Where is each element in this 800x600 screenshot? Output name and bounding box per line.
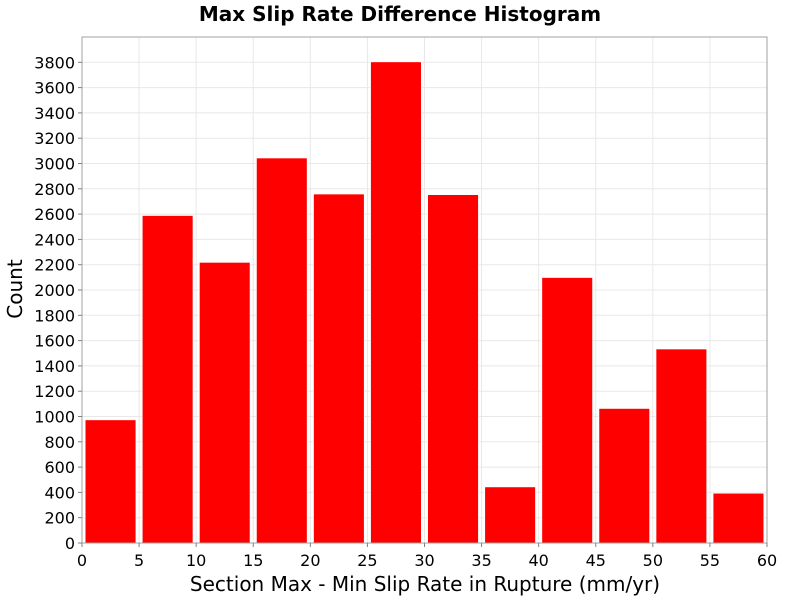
y-tick-label: 800 [44, 433, 75, 452]
histogram-bar [484, 486, 537, 544]
y-tick-label: 1600 [34, 332, 75, 351]
y-tick-label: 200 [44, 509, 75, 528]
histogram-bar [255, 157, 308, 544]
y-tick-label: 3800 [34, 53, 75, 72]
x-tick-label: 45 [586, 551, 606, 570]
x-tick-label: 60 [757, 551, 777, 570]
x-axis-label: Section Max - Min Slip Rate in Rupture (… [190, 572, 660, 596]
y-tick-label: 2000 [34, 281, 75, 300]
y-tick-label: 2400 [34, 230, 75, 249]
x-tick-label: 20 [300, 551, 320, 570]
histogram-bar [84, 419, 137, 544]
chart-title: Max Slip Rate Difference Histogram [199, 2, 601, 26]
x-tick-label: 50 [643, 551, 663, 570]
histogram-bar [655, 348, 708, 544]
histogram-bar [541, 276, 594, 544]
x-tick-label: 30 [414, 551, 434, 570]
y-tick-label: 1200 [34, 382, 75, 401]
bars [84, 61, 765, 544]
y-tick-label: 3200 [34, 129, 75, 148]
y-tick-label: 2800 [34, 180, 75, 199]
y-tick-label: 1000 [34, 408, 75, 427]
x-tick-label: 40 [528, 551, 548, 570]
x-tick-label: 15 [243, 551, 263, 570]
histogram-bar [712, 492, 765, 544]
y-tick-label: 2200 [34, 256, 75, 275]
histogram-bar [427, 193, 480, 544]
y-tick-label: 2600 [34, 205, 75, 224]
y-axis-label: Count [3, 259, 27, 319]
histogram-bar [369, 61, 422, 544]
y-tick-label: 3000 [34, 155, 75, 174]
y-tick-label: 0 [65, 534, 75, 553]
x-tick-label: 35 [471, 551, 491, 570]
grid-lines [81, 37, 768, 544]
histogram-bar [598, 407, 651, 544]
y-axis-ticks: 0 200 400 600 800 1000 1200 1400 1600 1800 2000 220… [34, 53, 82, 553]
x-tick-label: 10 [186, 551, 206, 570]
y-tick-label: 3600 [34, 79, 75, 98]
x-tick-label: 25 [357, 551, 377, 570]
y-tick-label: 3400 [34, 104, 75, 123]
histogram-bar [198, 261, 251, 544]
histogram-bar [312, 193, 365, 544]
x-tick-label: 55 [700, 551, 720, 570]
x-axis-ticks: 0 5 10 15 20 25 30 35 40 45 50 55 60 [77, 543, 777, 570]
y-tick-label: 400 [44, 483, 75, 502]
y-tick-label: 1800 [34, 306, 75, 325]
y-tick-label: 1400 [34, 357, 75, 376]
histogram-bar [141, 214, 194, 544]
y-tick-label: 600 [44, 458, 75, 477]
x-tick-label: 5 [134, 551, 144, 570]
x-tick-label: 0 [77, 551, 87, 570]
